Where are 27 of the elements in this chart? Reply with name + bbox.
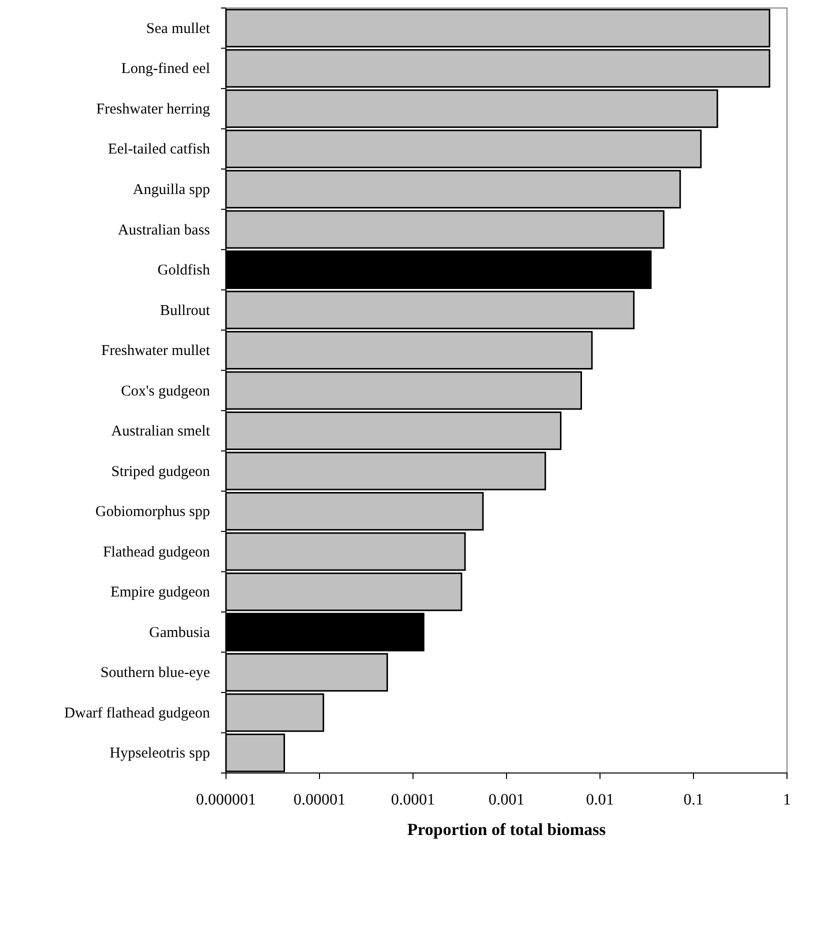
y-tick-label: Bullrout	[160, 302, 211, 319]
y-tick-label: Cox's gudgeon	[121, 383, 210, 400]
y-tick-label: Sea mullet	[146, 20, 211, 37]
x-tick-label: 0.001	[488, 791, 524, 808]
x-tick-label: 0.00001	[294, 791, 346, 808]
y-tick-label: Gobiomorphus spp	[95, 504, 210, 520]
y-tick-label: Striped gudgeon	[111, 464, 210, 480]
y-tick-label: Goldfish	[158, 262, 210, 279]
y-tick-label: Australian bass	[118, 222, 210, 238]
x-axis-title: Proportion of total biomass	[407, 820, 606, 839]
y-tick-label: Gambusia	[149, 624, 210, 641]
y-tick-label: Australian smelt	[111, 424, 211, 440]
y-tick-label: Freshwater herring	[96, 101, 210, 118]
x-tick-label: 0.0001	[391, 791, 435, 808]
y-tick-label: Freshwater mullet	[101, 343, 211, 360]
y-tick-label: Flathead gudgeon	[102, 544, 210, 560]
x-tick-label: 0.1	[684, 791, 704, 808]
y-tick-label: Anguilla spp	[132, 182, 210, 198]
y-tick-label: Empire gudgeon	[110, 584, 210, 601]
y-tick-label: Southern blue-eye	[100, 665, 210, 682]
y-tick-label: Dwarf flathead gudgeon	[64, 705, 210, 722]
y-tick-label: Hypseleotris spp	[110, 746, 210, 762]
x-tick-label: 0.01	[586, 791, 614, 808]
x-tick-label: 0.000001	[196, 791, 256, 808]
y-tick-label: Long-fined eel	[121, 61, 210, 78]
y-tick-label: Eel-tailed catfish	[108, 142, 210, 158]
x-tick-label: 1	[783, 791, 791, 808]
